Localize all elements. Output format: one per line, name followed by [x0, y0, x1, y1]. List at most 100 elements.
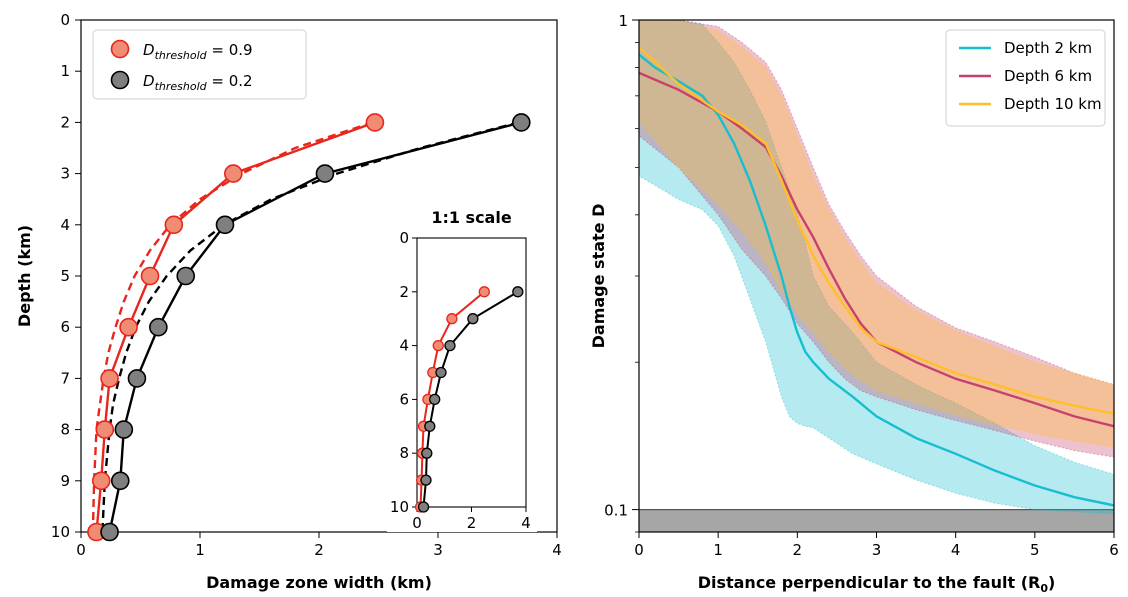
inset-data-point: [424, 420, 436, 432]
left-data-point: [100, 369, 119, 388]
x-axis-label-main: Distance perpendicular to the fault (R: [698, 573, 1041, 592]
right-x-tick-label: 1: [713, 541, 723, 559]
left-data-point: [114, 420, 134, 439]
left-data-point: [149, 317, 168, 337]
left-x-axis-label: Damage zone width (km): [206, 573, 432, 592]
right-legend-label: Depth 10 km: [1004, 95, 1102, 113]
left-dashed-fit-line: [101, 121, 520, 533]
left-y-tick-label: 7: [60, 369, 70, 387]
left-y-tick-label: 5: [60, 267, 70, 285]
inset-chart: 1:1 scale 0 2 4 0 2 4 6 8 10: [387, 201, 537, 532]
uncertainty-band: [639, 20, 1114, 458]
left-data-point: [315, 164, 335, 183]
right-x-tick-label: 2: [793, 541, 803, 559]
left-x-tick-label: 2: [314, 541, 324, 559]
inset-y-tick-label: 0: [399, 229, 409, 247]
inset-data-point: [420, 474, 432, 486]
right-legend-label: Depth 2 km: [1004, 39, 1092, 57]
right-legend: Depth 2 km Depth 6 km Depth 10 km: [945, 29, 1106, 127]
inset-data-point: [421, 447, 433, 459]
inset-x-tick-label: 2: [467, 514, 477, 532]
inset-data-point: [435, 366, 447, 379]
inset-x-tick-label: 4: [521, 514, 531, 532]
right-x-tick-label: 0: [634, 541, 644, 559]
x-axis-label-close: ): [1048, 573, 1055, 592]
inset-y-tick-label: 8: [399, 444, 409, 462]
right-data-group: [639, 20, 1114, 532]
legend-label-main: D: [143, 41, 155, 59]
inset-data-point: [478, 286, 490, 298]
left-data-point: [100, 522, 119, 542]
series-line: [639, 46, 1114, 415]
left-chart-depth-vs-width: 0 1 2 3 4 0 1 2 3 4 5 6 7 8 9 10 Damage zone width (km) D…: [15, 11, 562, 592]
left-legend-box: [92, 29, 307, 100]
right-y-axis-label: Damage state D: [589, 204, 608, 349]
left-y-tick-label: 2: [60, 113, 70, 131]
inset-y-tick-label: 4: [399, 337, 409, 355]
right-y-tick-label: 0.1: [604, 502, 628, 520]
right-chart-damage-state: 0 1 2 3 4 5 6 0.1 1 Distance perpendicular to the…: [589, 12, 1119, 595]
left-y-tick-label: 8: [60, 421, 70, 439]
left-series-line: [95, 121, 376, 533]
left-data-point: [215, 215, 235, 235]
inset-data-point: [429, 393, 441, 406]
left-x-tick-label: 0: [76, 541, 86, 559]
left-data-point: [511, 113, 531, 132]
left-x-tick-label: 4: [552, 541, 562, 559]
left-dashed-fit-line: [91, 121, 373, 533]
left-y-tick-label: 1: [60, 62, 70, 80]
right-y-tick-label: 1: [618, 12, 628, 30]
right-x-tick-label: 6: [1109, 541, 1119, 559]
left-y-axis-label: Depth (km): [15, 225, 34, 327]
left-x-tick-label: 3: [433, 541, 443, 559]
left-data-point: [365, 113, 385, 132]
inset-y-tick-label: 6: [399, 390, 409, 408]
inset-data-point: [467, 313, 479, 325]
inset-data-point: [417, 501, 430, 513]
inset-data-point: [444, 339, 456, 352]
left-data-point: [224, 164, 243, 183]
legend-label-subscript: threshold: [155, 80, 208, 93]
inset-data-point: [432, 339, 444, 352]
left-data-point: [164, 215, 184, 235]
inset-data-point: [512, 286, 524, 298]
left-data-point: [127, 369, 147, 388]
left-data-point: [140, 266, 160, 286]
right-x-tick-label: 3: [872, 541, 882, 559]
inset-y-tick-label: 10: [390, 498, 409, 516]
uncertainty-band: [639, 20, 1114, 448]
left-x-tick-label: 1: [195, 541, 205, 559]
inset-x-tick-label: 0: [412, 514, 422, 532]
right-legend-box: [945, 29, 1106, 127]
left-data-point: [119, 317, 138, 337]
left-data-point: [91, 471, 111, 491]
inset-data-point: [446, 313, 458, 325]
left-y-tick-label: 10: [51, 523, 70, 541]
left-data-point: [176, 266, 196, 286]
right-legend-label: Depth 6 km: [1004, 67, 1092, 85]
shaded-floor-band: [639, 509, 1114, 532]
inset-title: 1:1 scale: [431, 208, 512, 227]
legend-label-value: = 0.2: [207, 72, 253, 90]
left-y-tick-label: 3: [60, 165, 70, 183]
right-x-tick-label: 4: [951, 541, 961, 559]
legend-label-subscript: threshold: [155, 49, 208, 62]
uncertainty-band: [639, 20, 1114, 515]
right-x-tick-label: 5: [1030, 541, 1040, 559]
legend-label-main: D: [143, 72, 155, 90]
x-axis-label-subscript: 0: [1040, 582, 1048, 595]
series-line: [639, 71, 1114, 428]
left-legend-label: Dthreshold = 0.2: [143, 72, 253, 93]
inset-y-tick-label: 2: [399, 283, 409, 301]
left-y-tick-label: 0: [60, 11, 70, 29]
right-x-axis-label: Distance perpendicular to the fault (R0): [698, 573, 1056, 595]
left-y-tick-label: 4: [60, 216, 70, 234]
left-y-tick-label: 9: [60, 472, 70, 490]
left-data-point: [95, 420, 115, 439]
left-y-tick-label: 6: [60, 318, 70, 336]
left-legend-marker: [110, 70, 130, 90]
legend-label-value: = 0.9: [207, 41, 253, 59]
left-legend-label: Dthreshold = 0.9: [143, 41, 253, 62]
